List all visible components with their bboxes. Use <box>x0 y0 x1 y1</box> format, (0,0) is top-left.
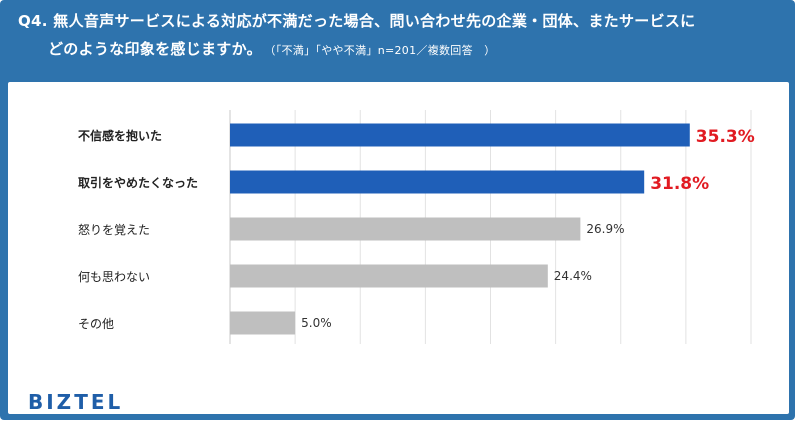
title-line-2: どのような印象を感じますか。 （「不満」「やや不満」n=201／複数回答 ） <box>48 38 496 59</box>
chart-panel: 不信感を抱いた 35.3% 取引をやめたくなった 31.8% 怒りを覚えた 26.9% 何も… <box>8 82 789 414</box>
category-label: 不信感を抱いた <box>78 128 162 143</box>
chart-frame: Q4. 無人音声サービスによる対応が不満だった場合、問い合わせ先の企業・団体、ま… <box>0 0 795 420</box>
bar <box>230 264 548 288</box>
title-line-2-text: どのような印象を感じますか。 <box>48 40 262 58</box>
bar-chart: 不信感を抱いた 35.3% 取引をやめたくなった 31.8% 怒りを覚えた 26.9% 何も… <box>78 110 755 344</box>
title-line-1: Q4. 無人音声サービスによる対応が不満だった場合、問い合わせ先の企業・団体、ま… <box>18 12 696 30</box>
bar <box>230 311 296 335</box>
biztel-logo: BIZTEL <box>28 390 124 414</box>
category-label: 何も思わない <box>78 270 150 284</box>
data-label: 31.8% <box>650 174 709 194</box>
bar <box>230 170 645 194</box>
bar <box>230 217 581 241</box>
category-label: 取引をやめたくなった <box>78 176 198 190</box>
header: Q4. 無人音声サービスによる対応が不満だった場合、問い合わせ先の企業・団体、ま… <box>0 0 795 82</box>
data-label: 5.0% <box>301 316 332 330</box>
data-label: 26.9% <box>586 222 624 236</box>
bar <box>230 123 690 147</box>
category-label: 怒りを覚えた <box>78 222 150 237</box>
category-label: その他 <box>78 317 114 331</box>
data-label: 24.4% <box>554 269 592 283</box>
data-label: 35.3% <box>696 127 755 147</box>
sample-note: （「不満」「やや不満」n=201／複数回答 ） <box>269 44 496 57</box>
